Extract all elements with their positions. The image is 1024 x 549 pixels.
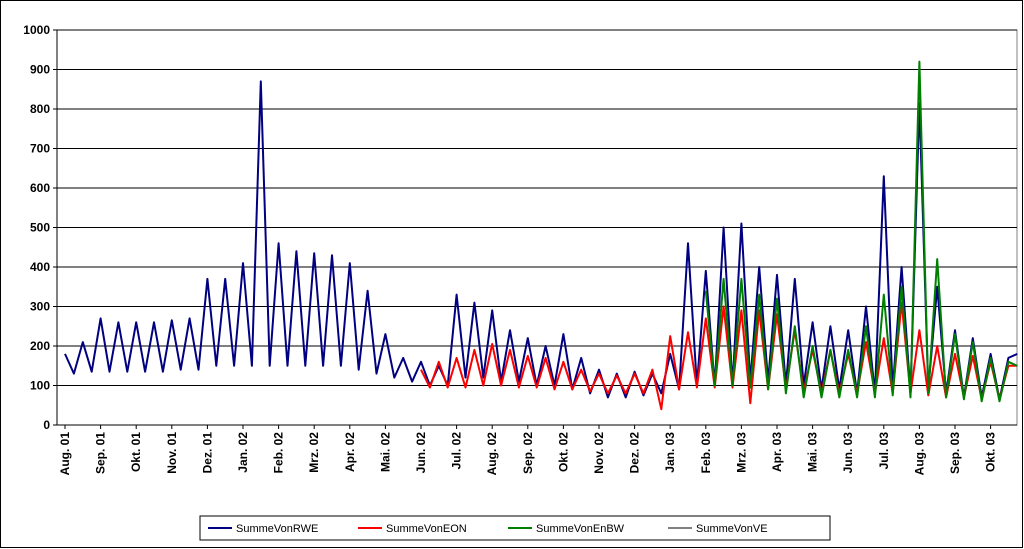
x-tick-label: Okt. 01 [129,432,143,472]
y-tick-label: 400 [30,260,50,274]
x-tick-label: Mai. 03 [806,432,820,472]
y-tick-label: 700 [30,142,50,156]
x-tick-label: Mrz. 02 [307,432,321,473]
y-tick-label: 900 [30,63,50,77]
legend-label: SummeVonVE [696,523,768,535]
y-tick-label: 800 [30,102,50,116]
y-tick-label: 300 [30,300,50,314]
x-tick-label: Aug. 02 [485,432,499,476]
legend-label: SummeVonEON [386,523,467,535]
y-tick-label: 600 [30,181,50,195]
y-tick-label: 100 [30,379,50,393]
x-tick-label: Mai. 02 [378,432,392,472]
x-tick-label: Dez. 01 [200,432,214,474]
x-tick-label: Feb. 03 [699,432,713,474]
x-tick-label: Sep. 03 [948,432,962,474]
x-tick-label: Nov. 01 [165,432,179,474]
x-tick-label: Apr. 03 [770,432,784,472]
x-tick-label: Nov. 02 [592,432,606,474]
x-tick-label: Apr. 02 [343,432,357,472]
x-tick-label: Sep. 02 [521,432,535,474]
x-tick-label: Jun. 03 [841,432,855,474]
legend: SummeVonRWE SummeVonEON SummeVonEnBW SummeV… [199,515,831,541]
x-tick-label: Dez. 02 [628,432,642,474]
legend-label: SummeVonEnBW [536,523,625,535]
x-tick-label: Feb. 02 [272,432,286,474]
x-tick-label: Aug. 01 [58,432,72,476]
x-tick-label: Aug. 03 [912,432,926,476]
series-line [420,301,1018,411]
y-tick-label: 0 [43,418,50,432]
x-tick-label: Okt. 02 [556,432,570,472]
y-tick-label: 200 [30,339,50,353]
x-tick-label: Okt. 03 [984,432,998,472]
series-line [704,60,1018,403]
y-tick-label: 1000 [23,23,50,37]
legend-label: SummeVonRWE [236,523,318,535]
x-tick-label: Mrz. 03 [734,432,748,473]
x-tick-label: Jan. 02 [236,432,250,473]
x-tick-label: Jul. 03 [877,432,891,470]
x-tick-label: Jul. 02 [450,432,464,470]
y-tick-label: 500 [30,221,50,235]
x-tick-label: Jun. 02 [414,432,428,474]
x-tick-label: Jan. 03 [663,432,677,473]
x-tick-label: Sep. 01 [94,432,108,474]
